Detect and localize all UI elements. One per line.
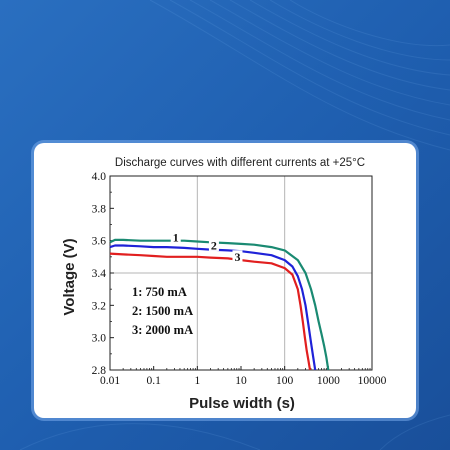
series-lines bbox=[109, 238, 330, 371]
chart-title: Discharge curves with different currents… bbox=[115, 157, 365, 169]
x-tick-label: 100 bbox=[276, 375, 294, 387]
x-tick-label: 0.01 bbox=[100, 375, 120, 387]
y-axis-label: Voltage (V) bbox=[61, 238, 78, 315]
x-tick-label: 1 bbox=[194, 375, 200, 387]
x-axis-label: Pulse width (s) bbox=[189, 395, 295, 412]
grid-lines bbox=[110, 176, 372, 370]
labels: 0.01 0.1 1 10 100 1000 10000 2.8 3.0 3.2 3.4 3.6 3.8… bbox=[92, 171, 387, 387]
curve-label-2: 2 bbox=[211, 238, 217, 252]
y-tick-label: 2.8 bbox=[92, 365, 107, 377]
y-tick-label: 3.6 bbox=[92, 236, 107, 248]
curve-label-3: 3 bbox=[234, 250, 240, 264]
chart-card bbox=[34, 143, 416, 418]
series-line-3 bbox=[109, 252, 312, 371]
legend-item-2: 2: 1500 mA bbox=[132, 304, 193, 318]
axis-ticks bbox=[109, 175, 373, 371]
x-tick-label: 0.1 bbox=[146, 375, 161, 387]
x-tick-label: 1000 bbox=[317, 375, 340, 387]
y-tick-label: 3.8 bbox=[92, 203, 107, 215]
legend-item-1: 1: 750 mA bbox=[132, 285, 187, 299]
y-tick-label: 3.0 bbox=[92, 333, 107, 345]
series-line-2 bbox=[109, 244, 317, 371]
curve-label-1: 1 bbox=[173, 230, 179, 244]
curve-label-background bbox=[208, 238, 219, 251]
x-tick-label: 10000 bbox=[358, 375, 387, 387]
series-line-1 bbox=[109, 238, 330, 371]
y-tick-label: 4.0 bbox=[92, 171, 107, 183]
y-tick-label: 3.2 bbox=[92, 300, 107, 312]
curve-label-background bbox=[232, 250, 243, 263]
curve-label-background bbox=[170, 230, 181, 243]
legend-item-3: 3: 2000 mA bbox=[132, 323, 193, 337]
y-tick-label: 3.4 bbox=[92, 268, 107, 280]
x-tick-label: 10 bbox=[235, 375, 247, 387]
